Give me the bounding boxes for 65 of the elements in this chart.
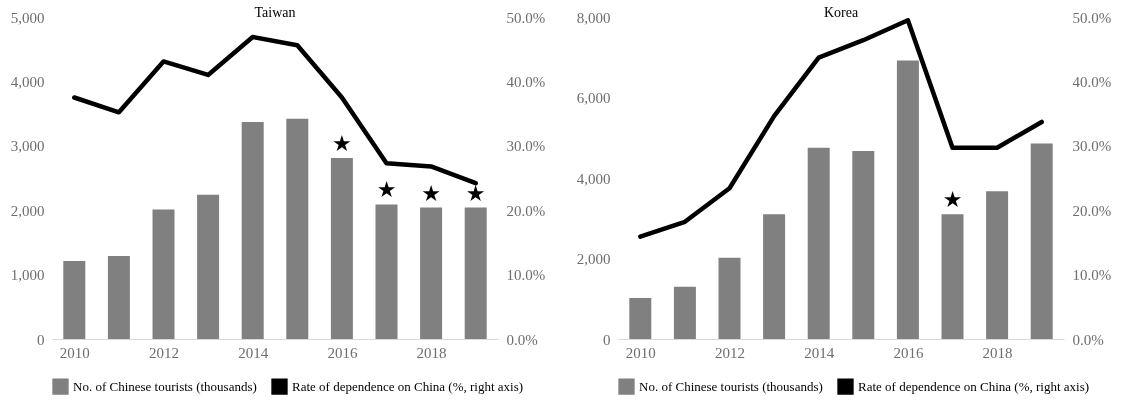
annotation: ★ [942, 187, 962, 213]
y-tick-label: 0 [37, 331, 45, 348]
y2-tick-label: 0.0% [1072, 331, 1104, 348]
bar [286, 118, 309, 339]
y2-tick-label: 50.0% [1072, 9, 1111, 26]
y-tick-label: 3,000 [10, 138, 45, 155]
line-series [637, 17, 1044, 239]
y-tick-label: 2,000 [576, 251, 610, 267]
y2-tick-label: 40.0% [506, 73, 546, 90]
x-tick-label: 2016 [892, 344, 924, 361]
x-tick-label: 2018 [982, 344, 1013, 361]
x-tick-label: 2014 [803, 344, 835, 361]
legend-label: No. of Chinese tourists (thousands) [638, 378, 823, 394]
bar [375, 204, 398, 339]
bar [985, 191, 1008, 339]
x-tick-label: 2010 [625, 344, 656, 361]
bar [851, 151, 874, 339]
bar [241, 121, 264, 339]
y-tick-label: 5,000 [10, 9, 45, 26]
bar [152, 209, 175, 339]
annotation: ★ [465, 180, 486, 206]
x-tick-label: 2012 [149, 344, 179, 361]
legend-label: No. of Chinese tourists (thousands) [73, 378, 257, 394]
bar [628, 297, 651, 339]
legend-label: Rate of dependence on China (%, right axis) [857, 378, 1089, 394]
y2-tick-label: 10.0% [1072, 267, 1111, 284]
y-tick-label: 6,000 [576, 90, 610, 106]
bar [762, 214, 785, 339]
y2-tick-label: 40.0% [1072, 73, 1111, 90]
y2-tick-label: 30.0% [506, 138, 546, 155]
bar [718, 257, 740, 339]
y-tick-label: 4,000 [576, 170, 610, 187]
bar [464, 207, 487, 339]
bar [330, 158, 353, 339]
bar [941, 214, 963, 339]
y-tick-label: 2,000 [10, 202, 45, 219]
y2-tick-label: 20.0% [1072, 202, 1111, 219]
y-tick-label: 0 [602, 331, 610, 348]
bar [107, 255, 130, 339]
y2-tick-label: 0.0% [506, 331, 538, 348]
bar [63, 261, 86, 339]
y-tick-label: 8,000 [576, 9, 610, 26]
chart-title: Korea [823, 5, 859, 20]
y2-tick-label: 50.0% [506, 9, 546, 26]
bar [420, 207, 443, 339]
x-tick-label: 2012 [714, 344, 745, 361]
bar [896, 60, 919, 339]
x-tick-label: 2018 [416, 344, 447, 361]
x-tick-label: 2016 [327, 344, 358, 361]
bar [1030, 143, 1053, 339]
y-tick-label: 1,000 [10, 267, 45, 284]
bar [673, 286, 696, 339]
y2-tick-label: 30.0% [1072, 138, 1111, 155]
y2-tick-label: 20.0% [506, 202, 546, 219]
bar [197, 194, 220, 339]
annotation: ★ [332, 131, 352, 157]
y-tick-label: 4,000 [10, 73, 45, 90]
bar [807, 147, 830, 339]
x-tick-label: 2014 [238, 344, 269, 361]
chart-title: Taiwan [254, 5, 296, 20]
annotation: ★ [421, 180, 441, 206]
legend-label: Rate of dependence on China (%, right axis) [292, 378, 524, 394]
y2-tick-label: 10.0% [506, 267, 546, 284]
x-tick-label: 2010 [59, 344, 90, 361]
annotation: ★ [376, 177, 397, 203]
